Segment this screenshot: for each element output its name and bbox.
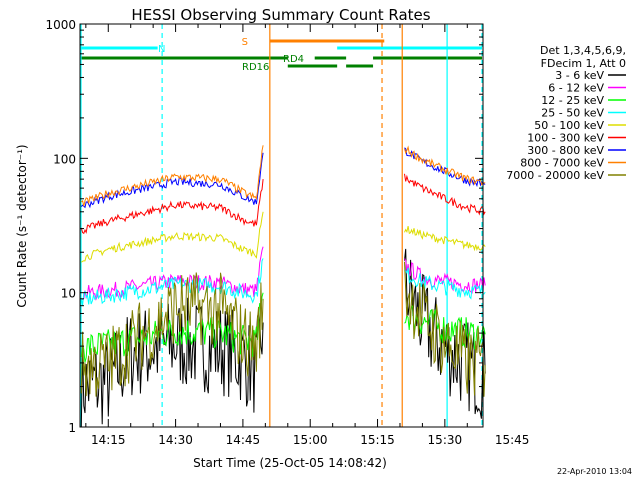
- y-axis-label: Count Rate (s⁻¹ detector⁻¹): [15, 144, 29, 307]
- y-tick-label: 1000: [45, 18, 76, 32]
- series-line: [404, 145, 486, 186]
- legend-entry-label: 3 - 6 keV: [555, 69, 604, 82]
- annotation-bars: N S RD4 RD16: [81, 37, 482, 73]
- series-line: [80, 258, 264, 306]
- series-line: [404, 147, 486, 188]
- footer-timestamp: 22-Apr-2010 13:04: [557, 467, 632, 476]
- x-tick-label: 14:30: [158, 433, 193, 447]
- x-axis: 14:15 14:30 14:45 15:00 15:15 15:30 15:45: [85, 24, 530, 447]
- x-tick-label: 14:45: [226, 433, 261, 447]
- plot-frame: [79, 23, 484, 428]
- legend-entry-label: 7000 - 20000 keV: [506, 169, 604, 182]
- y-tick-label: 1: [68, 421, 76, 435]
- legend-entry-label: 25 - 50 keV: [541, 107, 604, 120]
- x-tick-label: 15:15: [360, 433, 395, 447]
- data-series: [80, 145, 486, 428]
- series-line: [80, 272, 264, 397]
- x-axis-label: Start Time (25-Oct-05 14:08:42): [193, 456, 387, 470]
- legend-entry-label: 50 - 100 keV: [534, 119, 604, 132]
- chart-title: HESSI Observing Summary Count Rates: [131, 6, 430, 24]
- y-axis: 1 10 100 1000: [45, 18, 483, 435]
- legend-entry-label: 6 - 12 keV: [548, 82, 604, 95]
- series-line: [81, 211, 264, 263]
- series-line: [80, 179, 264, 235]
- legend-entry-label: 800 - 7000 keV: [520, 157, 604, 170]
- series-line: [404, 173, 486, 216]
- x-tick-label: 15:30: [428, 433, 463, 447]
- legend-entry-label: 12 - 25 keV: [541, 94, 604, 107]
- series-line: [80, 152, 264, 209]
- annotation-label: RD16: [242, 62, 269, 73]
- y-tick-label: 10: [61, 287, 76, 301]
- legend-entry-label: 100 - 300 keV: [527, 132, 604, 145]
- y-tick-label: 100: [53, 152, 76, 166]
- legend: Det 1,3,4,5,6,9, FDecim 1, Att 0 3 - 6 k…: [506, 44, 626, 182]
- x-tick-label: 15:00: [293, 433, 328, 447]
- x-tick-label: 14:15: [91, 433, 126, 447]
- series-line: [404, 225, 486, 252]
- series-line: [404, 261, 486, 397]
- legend-header-decimation: FDecim 1, Att 0: [541, 57, 626, 70]
- series-line: [80, 145, 264, 207]
- annotation-label: S: [242, 37, 248, 48]
- vertical-markers: [80, 24, 483, 427]
- legend-entry-label: 300 - 800 keV: [527, 144, 604, 157]
- legend-header-detectors: Det 1,3,4,5,6,9,: [540, 44, 626, 57]
- x-tick-label: 15:45: [495, 433, 530, 447]
- series-line: [404, 267, 486, 300]
- annotation-label: N: [158, 44, 165, 55]
- annotation-label: RD4: [283, 54, 304, 65]
